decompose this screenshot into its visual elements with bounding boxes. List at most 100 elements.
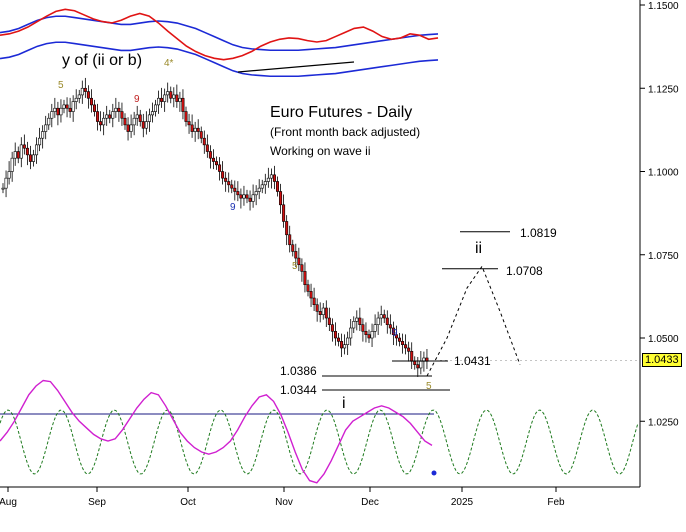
x-tick-label: Aug xyxy=(0,497,17,508)
candle-body xyxy=(83,87,87,92)
candle-body xyxy=(410,351,414,362)
cycle-wave-line xyxy=(0,409,639,475)
candle-body xyxy=(361,324,365,332)
candle-body xyxy=(257,187,261,192)
candle-body xyxy=(181,97,185,112)
cycle-low-dot xyxy=(431,470,437,476)
candle-body xyxy=(41,131,45,139)
chart-title: Euro Futures - Daily xyxy=(270,104,413,121)
candle-body xyxy=(62,104,66,109)
y-tick-label: 1.1250 xyxy=(648,84,679,95)
candle-body xyxy=(315,304,319,312)
candle-body xyxy=(251,194,255,202)
candle-body xyxy=(22,144,26,149)
candle-body xyxy=(318,311,322,315)
chart-note: Working on wave ii xyxy=(270,144,371,158)
candle-body xyxy=(303,271,307,286)
candle-body xyxy=(184,111,188,122)
x-tick-label: Nov xyxy=(275,497,293,508)
candle-body xyxy=(407,347,411,352)
candle-body xyxy=(16,151,20,159)
candle-body xyxy=(120,111,124,119)
candle-body xyxy=(205,144,209,152)
candle-body xyxy=(157,97,161,106)
candle-body xyxy=(111,111,115,119)
candle-body xyxy=(132,117,136,126)
candle-body xyxy=(382,314,386,319)
level-label-1-0386: 1.0386 xyxy=(280,364,317,378)
wave-label-ii: ii xyxy=(475,240,483,257)
candle-body xyxy=(218,164,222,172)
count-label: 9 xyxy=(230,202,236,213)
candle-body xyxy=(321,307,325,315)
candle-body xyxy=(279,191,283,206)
y-tick-label: 1.0750 xyxy=(648,251,679,262)
candle-body xyxy=(269,174,273,179)
candle-body xyxy=(68,107,72,112)
candle-body xyxy=(166,91,170,96)
candle-body xyxy=(89,97,93,106)
candle-body xyxy=(19,144,23,159)
candle-body xyxy=(266,177,270,182)
candle-body xyxy=(221,171,225,179)
candle-body xyxy=(77,94,81,99)
x-tick-label: Sep xyxy=(88,497,106,508)
candle-body xyxy=(358,317,362,325)
candle-body xyxy=(254,191,258,196)
candle-body xyxy=(309,291,313,299)
candle-body xyxy=(340,341,344,349)
candle-body xyxy=(404,344,408,349)
level-label-1-0431: 1.0431 xyxy=(454,354,491,368)
candle-body xyxy=(364,331,368,335)
candle-body xyxy=(13,151,17,159)
candle-body xyxy=(93,104,97,112)
candle-body xyxy=(65,104,69,109)
candle-body xyxy=(7,171,11,179)
candle-body xyxy=(275,181,279,192)
candle-body xyxy=(190,124,194,132)
level-label-1-0708: 1.0708 xyxy=(506,264,543,278)
candle-body xyxy=(306,284,310,292)
candle-body xyxy=(346,337,350,345)
candle-body xyxy=(282,204,286,222)
candle-body xyxy=(376,317,380,325)
candle-body xyxy=(105,114,109,119)
candle-body xyxy=(44,124,48,132)
candle-body xyxy=(50,111,54,119)
level-label-1-0344: 1.0344 xyxy=(280,383,317,397)
candle-body xyxy=(300,264,304,272)
candle-body xyxy=(135,114,139,119)
candle-body xyxy=(367,334,371,339)
candle-body xyxy=(80,87,84,96)
candle-body xyxy=(31,154,35,162)
candle-body xyxy=(114,107,118,112)
candle-body xyxy=(233,187,237,192)
candle-body xyxy=(71,101,75,112)
candle-body xyxy=(343,344,347,349)
wave-label-top-left: y of (ii or b) xyxy=(62,52,143,69)
candle-body xyxy=(56,107,60,116)
candle-body xyxy=(394,334,398,339)
candle-body xyxy=(53,107,57,112)
candle-body xyxy=(324,307,328,319)
candle-body xyxy=(199,131,203,139)
candle-body xyxy=(294,251,298,259)
candle-body xyxy=(38,137,42,146)
candle-body xyxy=(163,94,167,102)
candle-body xyxy=(248,197,252,202)
projection-path xyxy=(426,265,521,377)
candle-body xyxy=(59,107,63,116)
top-oscillator-line xyxy=(0,8,439,61)
candle-body xyxy=(312,297,316,306)
candle-body xyxy=(330,324,334,332)
candle-body xyxy=(230,184,234,189)
wave-label-4: 4* xyxy=(164,58,174,69)
y-tick-label: 1.1500 xyxy=(648,1,679,12)
candle-body xyxy=(4,177,8,189)
y-tick-label: 1.1000 xyxy=(648,168,679,179)
candle-body xyxy=(28,154,32,162)
candle-body xyxy=(239,194,243,199)
candle-body xyxy=(175,94,179,102)
